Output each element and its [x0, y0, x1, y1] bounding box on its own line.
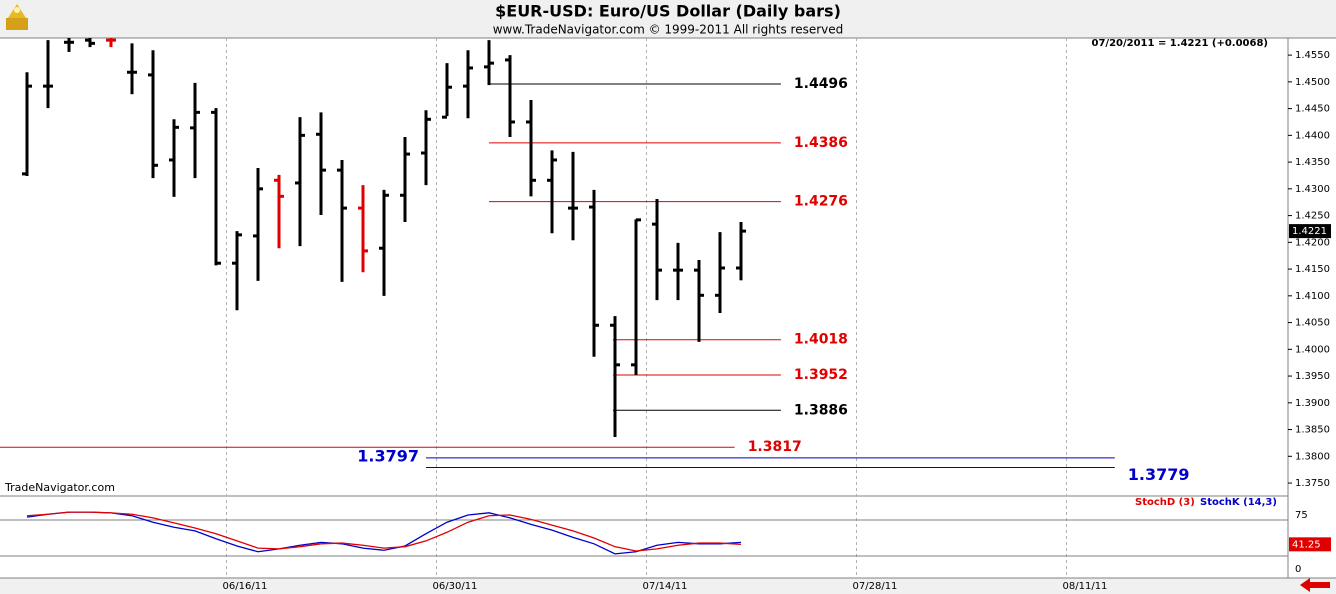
legend-entry: StochK (14,3) [1200, 497, 1277, 508]
y-tick-label: 1.3850 [1295, 425, 1330, 436]
y-tick-label: 1.3900 [1295, 398, 1330, 409]
stoch-line [26, 511, 742, 552]
y-tick-label: 1.4550 [1295, 50, 1330, 61]
last-value-box [1289, 537, 1331, 552]
x-tick-label: 07/28/11 [853, 581, 898, 592]
header-band [0, 0, 1336, 38]
price-plot [0, 38, 1115, 469]
x-tick-label: 06/30/11 [433, 581, 478, 592]
y-tick-label: 1.4300 [1295, 184, 1330, 195]
y-tick-label: 0 [1295, 564, 1301, 575]
stoch-line [26, 511, 742, 555]
y-tick-label: 1.4250 [1295, 211, 1330, 222]
date-band [0, 578, 1336, 594]
y-tick-label: 1.3950 [1295, 371, 1330, 382]
scroll-arrow[interactable] [1300, 578, 1330, 592]
level-label: 1.3779 [1128, 465, 1190, 484]
y-tick-label: 1.4100 [1295, 291, 1330, 302]
x-tick-label: 07/14/11 [643, 581, 688, 592]
y-tick-label: 1.4050 [1295, 318, 1330, 329]
chart-title: $EUR-USD: Euro/US Dollar (Daily bars) [495, 2, 841, 21]
level-label: 1.4018 [794, 332, 848, 348]
last-price-label: 1.4221 [1292, 226, 1327, 237]
y-tick-label: 1.4350 [1295, 157, 1330, 168]
level-label: 1.3952 [794, 367, 848, 383]
y-tick-label: 1.3800 [1295, 451, 1330, 462]
y-tick-label: 75 [1295, 510, 1308, 521]
y-tick-label: 1.4450 [1295, 104, 1330, 115]
level-label: 1.4276 [794, 194, 848, 210]
level-label: 1.4386 [794, 135, 848, 151]
last-price-box [1289, 224, 1331, 239]
legend-entry: StochD (3) [1135, 497, 1195, 508]
level-label: 1.4496 [794, 76, 848, 92]
level-label: 1.3886 [794, 402, 848, 418]
price-info: 07/20/2011 = 1.4221 (+0.0068) [1092, 38, 1269, 49]
chart-subtitle: www.TradeNavigator.com © 1999-2011 All r… [493, 23, 844, 37]
last-value-label: 41.25 [1292, 539, 1321, 550]
y-tick-label: 1.4400 [1295, 130, 1330, 141]
y-tick-label: 1.4000 [1295, 344, 1330, 355]
level-label: 1.3797 [357, 446, 419, 465]
level-label: 1.3817 [748, 439, 802, 455]
y-tick-label: 1.3750 [1295, 478, 1330, 489]
y-tick-label: 1.4150 [1295, 264, 1330, 275]
y-tick-label: 1.4200 [1295, 237, 1330, 248]
x-tick-label: 06/16/11 [223, 581, 268, 592]
y-tick-label: 1.4500 [1295, 77, 1330, 88]
watermark: TradeNavigator.com [4, 481, 115, 494]
x-tick-label: 08/11/11 [1063, 581, 1108, 592]
logo [6, 4, 28, 30]
